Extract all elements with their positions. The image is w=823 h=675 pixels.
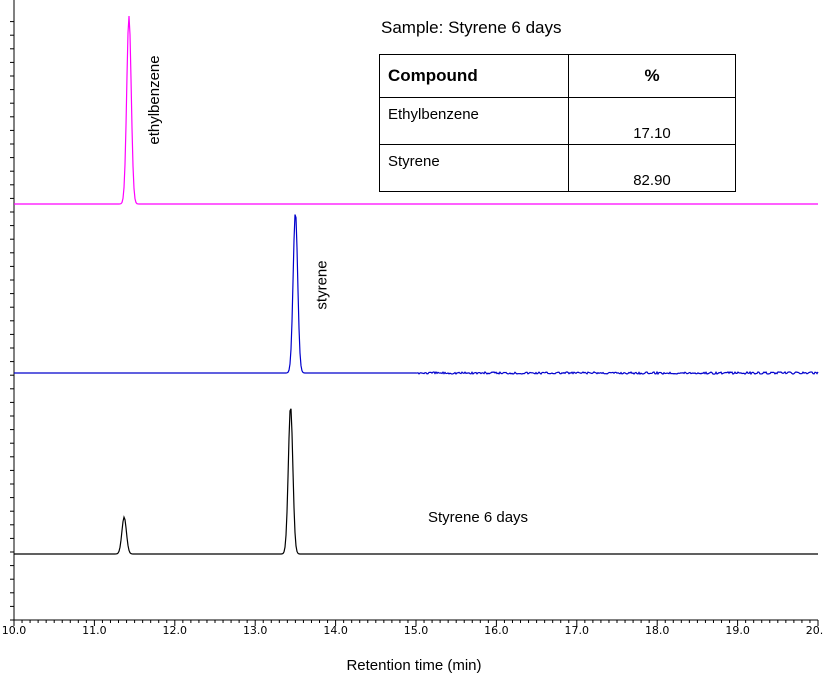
compound-cell: Ethylbenzene	[379, 97, 569, 145]
x-tick-label: 15.0	[404, 624, 429, 637]
axes: 10.0 11.0 12.0 13.0 14.0 15.0 16.0 17.0 18.0 19.0…	[2, 0, 823, 637]
x-tick-label: 19.0	[725, 624, 750, 637]
x-tick-label: 18.0	[645, 624, 670, 637]
peak-annotation: ethylbenzene	[146, 55, 163, 144]
x-axis-label: Retention time (min)	[346, 657, 481, 674]
table-row: Styrene 82.90	[379, 144, 736, 192]
peak-annotation: Styrene 6 days	[428, 509, 528, 526]
series-trace	[14, 214, 819, 376]
x-tick-label: 13.0	[243, 624, 268, 637]
x-tick-label: 17.0	[565, 624, 590, 637]
header-percent: %	[568, 54, 736, 98]
x-tick-label: 11.0	[82, 624, 107, 637]
x-tick-label: 20.0	[806, 624, 823, 637]
table-row: Ethylbenzene 17.10	[379, 97, 736, 145]
x-tick-label: 14.0	[323, 624, 348, 637]
x-tick-label: 12.0	[163, 624, 188, 637]
series-trace	[14, 15, 818, 205]
table-header-row: Compound %	[379, 54, 736, 98]
x-tick-label: 16.0	[484, 624, 509, 637]
percent-cell: 17.10	[568, 97, 736, 145]
x-tick-label: 10.0	[2, 624, 27, 637]
series-trace	[14, 408, 818, 555]
percent-cell: 82.90	[568, 144, 736, 192]
peak-annotation: styrene	[313, 260, 330, 309]
compound-cell: Styrene	[379, 144, 569, 192]
traces: ethylbenzene styrene Styrene 6 days	[14, 15, 819, 555]
results-table: Compound % Ethylbenzene 17.10 Styrene 82…	[379, 54, 736, 192]
sample-caption: Sample: Styrene 6 days	[381, 18, 562, 37]
header-compound: Compound	[379, 54, 569, 98]
